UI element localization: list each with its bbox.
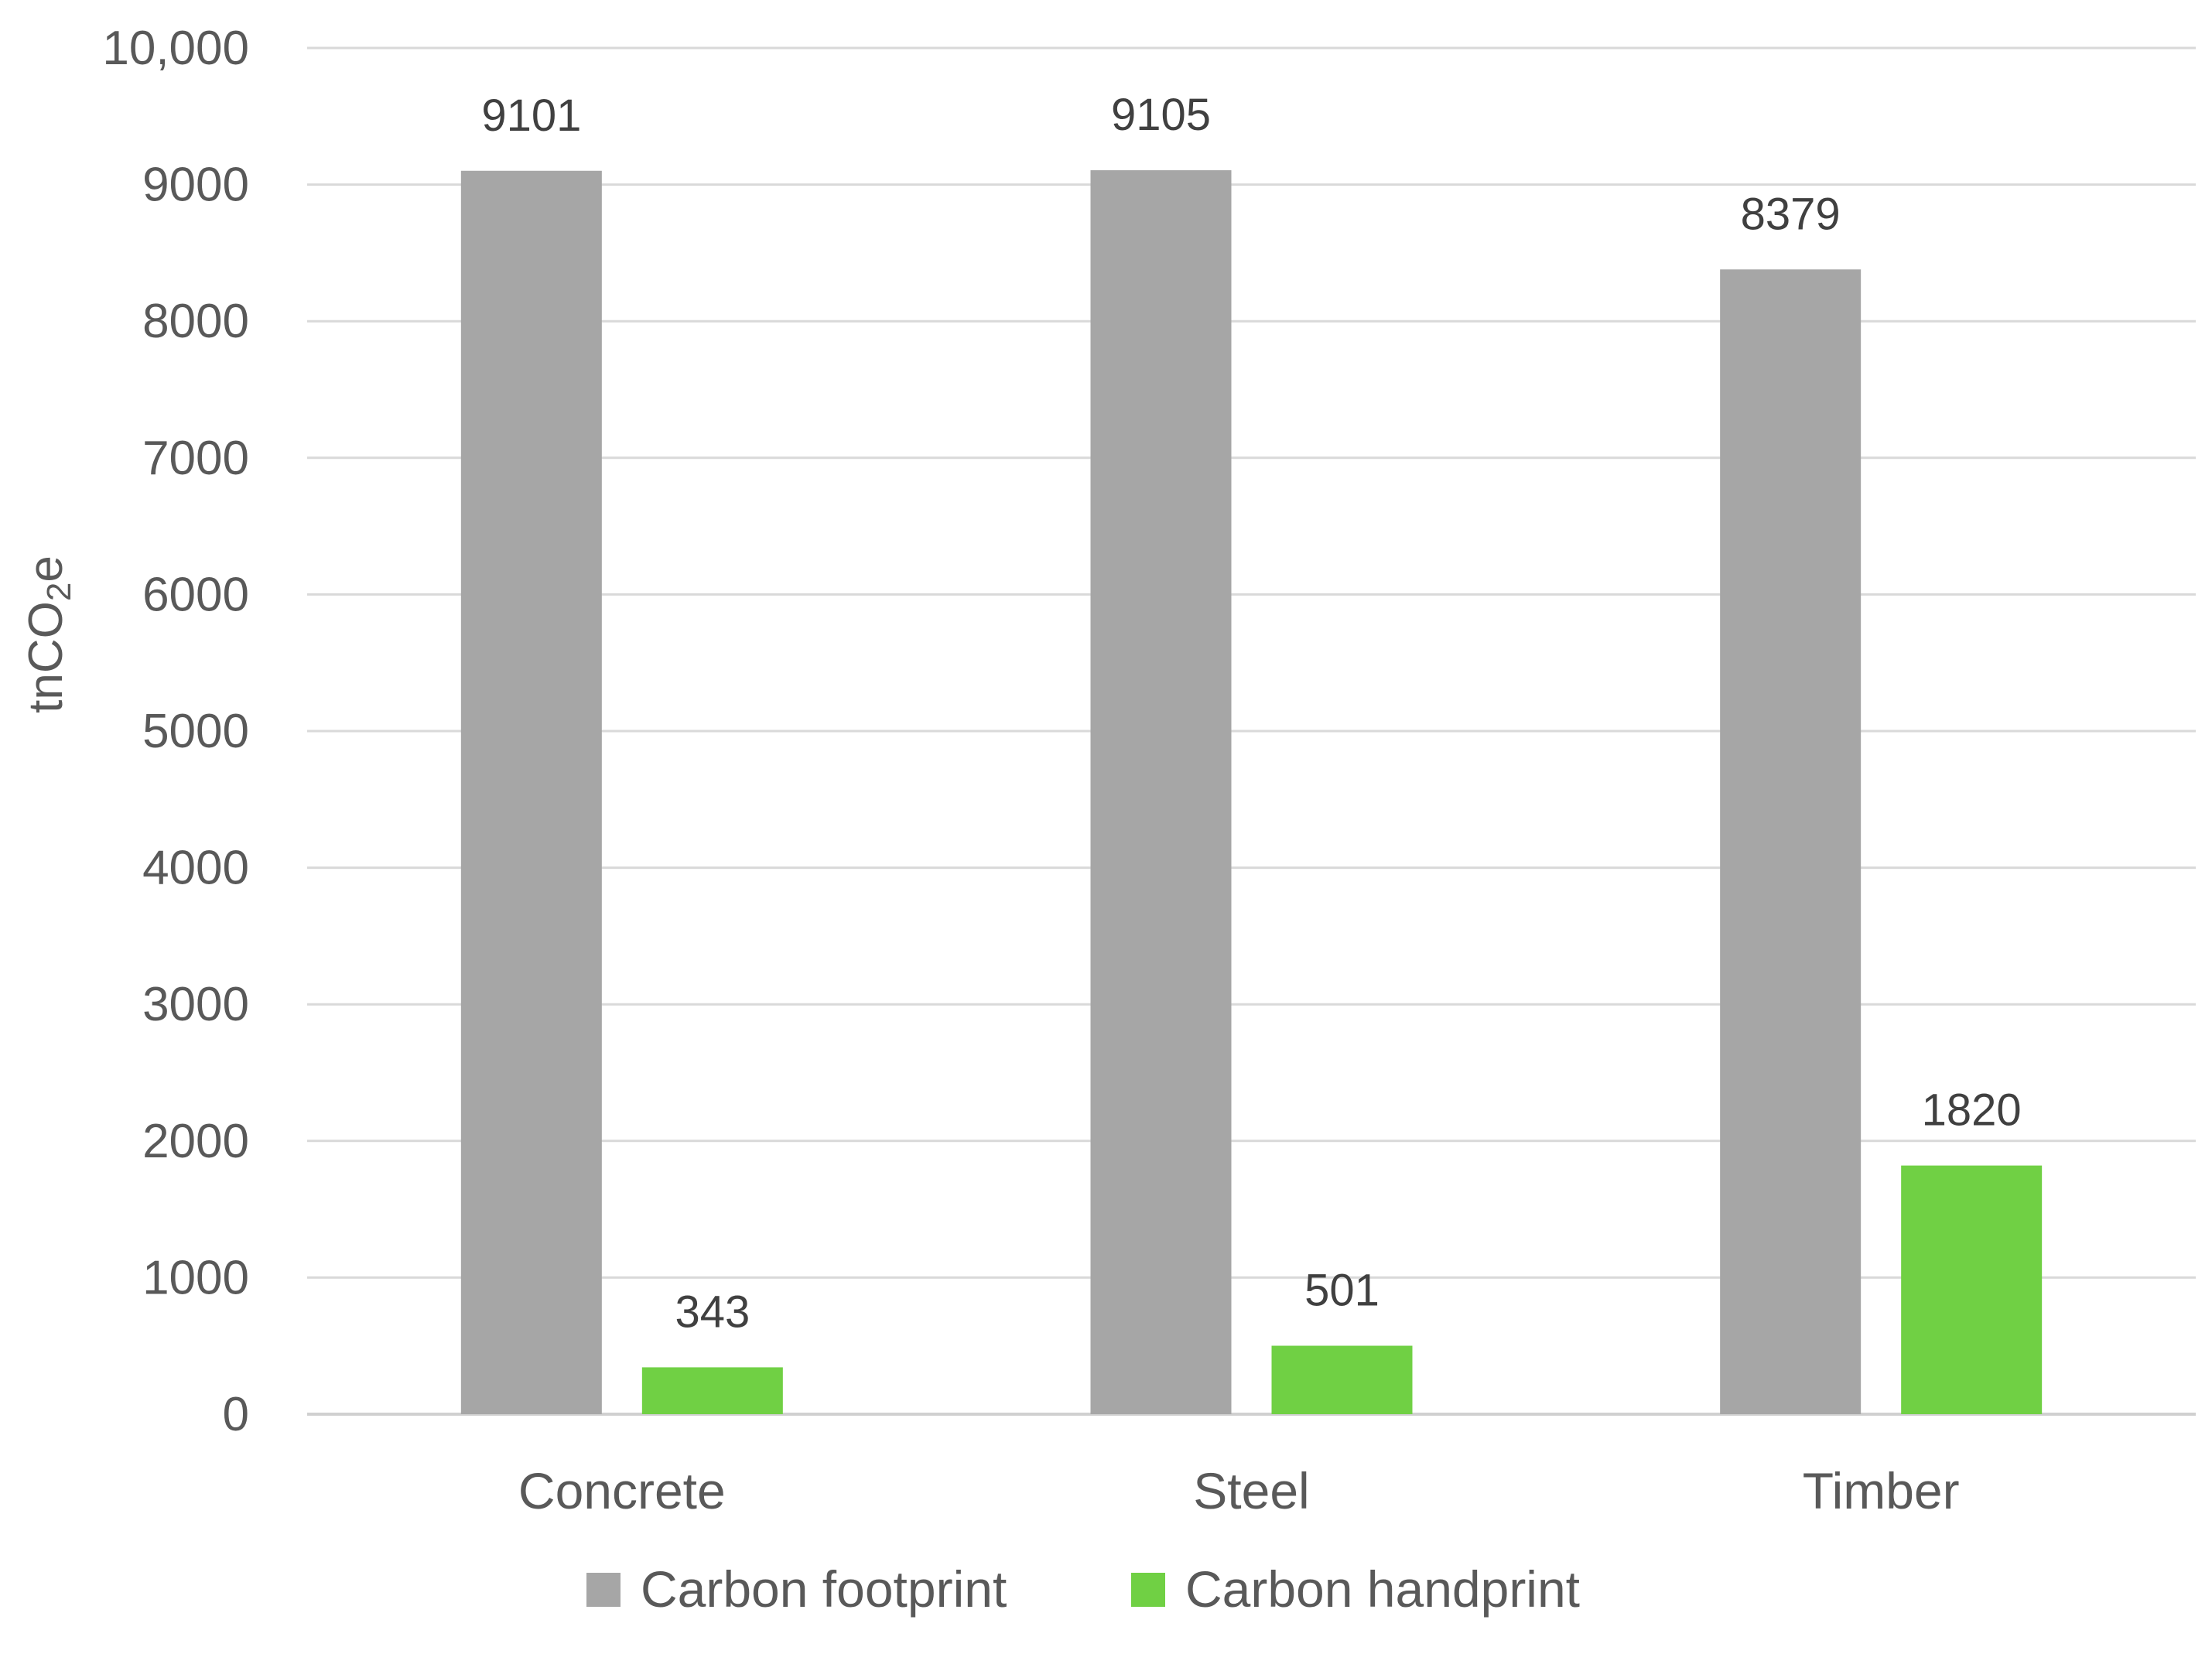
- x-category-label: Steel: [1193, 1462, 1309, 1519]
- data-label: 8379: [1741, 189, 1841, 239]
- bar-carbon-footprint-concrete: [460, 170, 602, 1414]
- bars: [460, 170, 2043, 1415]
- y-axis-ticks: 0 1000 2000 3000 4000 5000 6000 7000 8000 9000 10,…: [102, 22, 249, 1441]
- y-axis-title: tnCO2e: [19, 555, 78, 713]
- legend-label: Carbon handprint: [1185, 1560, 1580, 1618]
- bar-carbon-handprint-concrete: [641, 1367, 783, 1414]
- y-tick-label: 0: [223, 1388, 249, 1441]
- y-tick-label: 1000: [142, 1251, 249, 1304]
- data-label: 501: [1304, 1266, 1380, 1316]
- y-tick-label: 4000: [142, 842, 249, 895]
- y-tick-label: 9000: [142, 159, 249, 212]
- data-label: 9101: [481, 91, 581, 141]
- y-tick-label: 3000: [142, 978, 249, 1031]
- bar-carbon-handprint-steel: [1271, 1345, 1413, 1414]
- y-tick-label: 5000: [142, 705, 249, 758]
- legend-swatch: [1131, 1573, 1165, 1607]
- data-label: 343: [675, 1287, 750, 1337]
- x-category-label: Concrete: [518, 1462, 726, 1519]
- legend-label: Carbon footprint: [641, 1560, 1007, 1618]
- bar-carbon-footprint-steel: [1090, 170, 1232, 1414]
- y-tick-label: 8000: [142, 295, 249, 348]
- data-label: 9105: [1111, 90, 1211, 140]
- legend: Carbon footprint Carbon handprint: [586, 1560, 1580, 1618]
- data-labels: 9101 343 9105 501 8379 1820: [481, 90, 2021, 1337]
- data-label: 1820: [1922, 1085, 2022, 1136]
- y-tick-label: 2000: [142, 1115, 249, 1168]
- y-axis-title-main: tnCO: [19, 601, 73, 713]
- bar-carbon-footprint-timber: [1720, 269, 1862, 1415]
- legend-swatch: [586, 1573, 621, 1607]
- bar-carbon-handprint-timber: [1901, 1165, 2043, 1414]
- x-axis-categories: Concrete Steel Timber: [518, 1462, 1960, 1519]
- y-tick-label: 6000: [142, 568, 249, 621]
- x-category-label: Timber: [1803, 1462, 1960, 1519]
- y-tick-label: 10,000: [102, 22, 249, 75]
- y-axis-title-subscript: 2: [40, 583, 78, 601]
- y-axis-title-suffix: e: [19, 555, 73, 582]
- gridlines: [307, 46, 2196, 1416]
- y-tick-label: 7000: [142, 432, 249, 485]
